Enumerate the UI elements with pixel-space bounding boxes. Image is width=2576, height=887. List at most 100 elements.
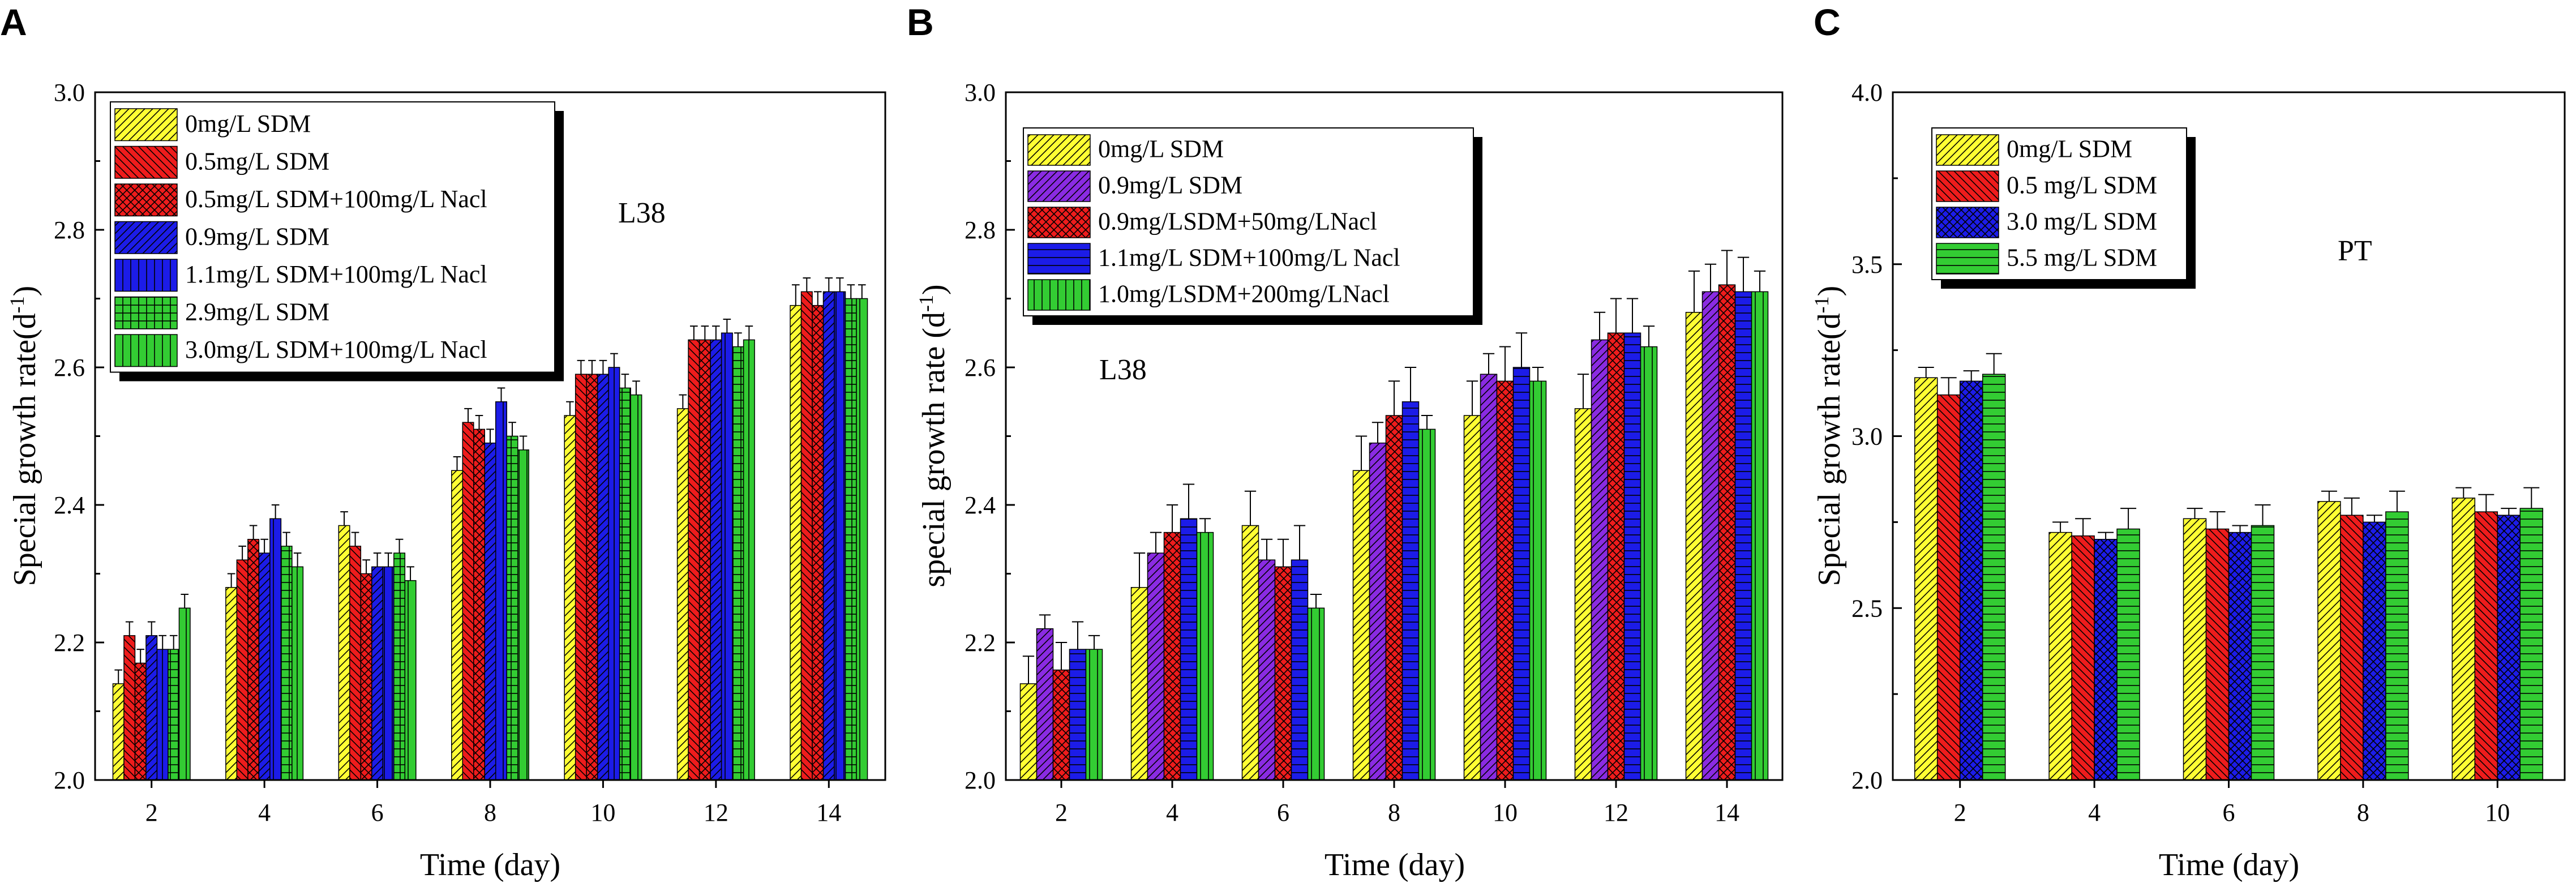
bar xyxy=(280,546,293,781)
panel-b-ylabel-text: special growth rate (d xyxy=(916,312,951,588)
panel-a-label: A xyxy=(0,1,27,43)
bar xyxy=(1751,291,1769,781)
legend-swatch xyxy=(114,145,178,179)
x-tick-label: 12 xyxy=(1604,799,1628,826)
bar xyxy=(1982,374,2006,781)
panel-b-ylabel-sup: -1 xyxy=(915,295,937,312)
panel-a-legend: 0mg/L SDM 0.5mg/L SDM 0.5mg/L SDM+100mg/L … xyxy=(110,101,564,382)
bar xyxy=(845,298,857,781)
bar xyxy=(2519,508,2544,781)
bar xyxy=(619,387,631,781)
legend-label: 3.0 mg/L SDM xyxy=(2007,208,2157,235)
bar xyxy=(2228,532,2252,781)
legend-label: 5.5 mg/L SDM xyxy=(2007,244,2157,272)
bar xyxy=(1512,367,1531,781)
bar xyxy=(1463,415,1481,781)
bar xyxy=(123,635,136,781)
bar xyxy=(1574,408,1592,781)
bar xyxy=(2363,521,2386,781)
x-tick-label: 10 xyxy=(590,799,615,826)
bar xyxy=(1914,377,1938,781)
x-tick-label: 8 xyxy=(2357,799,2369,826)
bar xyxy=(564,415,576,781)
legend-swatch xyxy=(114,259,178,292)
bar xyxy=(1496,380,1514,781)
bar xyxy=(236,559,248,781)
y-tick-label: 3.0 xyxy=(1851,423,1883,451)
bar xyxy=(1385,415,1403,781)
y-tick-label: 2.4 xyxy=(965,491,996,519)
bar xyxy=(800,291,813,781)
y-tick-label: 2.8 xyxy=(54,216,85,244)
bar xyxy=(1718,284,1736,781)
bar xyxy=(812,305,824,781)
panel-b-bars xyxy=(1019,250,1769,781)
bar xyxy=(1147,552,1165,781)
panel-a-ylabel-end: ) xyxy=(7,286,42,297)
bar xyxy=(834,291,846,781)
panel-a-annotation: L38 xyxy=(618,197,666,229)
bar xyxy=(178,607,191,781)
bar xyxy=(404,580,417,781)
bar xyxy=(1734,291,1752,781)
bar xyxy=(608,367,620,781)
x-tick-label: 2 xyxy=(1954,799,1966,826)
legend-swatch xyxy=(1027,243,1091,275)
panel-c-ylabel-end: ) xyxy=(1812,286,1847,297)
x-tick-label: 12 xyxy=(704,799,728,826)
legend-swatch xyxy=(114,221,178,254)
panel-c-bars xyxy=(1914,353,2544,781)
bar xyxy=(790,305,802,781)
legend-swatch xyxy=(114,183,178,217)
bar xyxy=(1640,346,1658,781)
panel-a-axes: 2 4 6 8 10 12 14 2.0 2.2 2.4 2.6 2.8 3.0 xyxy=(54,79,841,826)
bar xyxy=(2340,515,2364,781)
x-tick-label: 6 xyxy=(2223,799,2235,826)
panel-b-xlabel: Time (day) xyxy=(1325,847,1465,882)
legend-swatch xyxy=(1936,170,1999,202)
bar xyxy=(2071,535,2095,781)
legend-swatch xyxy=(1936,134,1999,166)
legend-swatch xyxy=(1027,134,1091,166)
legend-label: 0mg/L SDM xyxy=(185,110,311,138)
panel-c-xlabel: Time (day) xyxy=(2159,847,2299,882)
bar xyxy=(743,339,755,781)
legend-label: 0.9mg/L SDM xyxy=(185,223,329,251)
y-tick-label: 3.0 xyxy=(54,79,85,106)
legend-label: 0.9mg/L SDM xyxy=(1098,172,1242,199)
x-tick-label: 8 xyxy=(1388,799,1400,826)
y-tick-label: 2.6 xyxy=(965,354,996,382)
panel-b: B 2 4 6 8 10 12 14 2.0 2.2 2.4 2.6 2.8 3.0 0mg/L SDM… xyxy=(907,1,1784,882)
bar xyxy=(1418,428,1436,781)
legend-box xyxy=(1023,127,1474,316)
bar xyxy=(575,374,587,781)
panel-a: A 2 4 6 8 10 12 14 2.0 2.2 2.4 2.6 2.8 3.0 0mg/L SDM… xyxy=(0,1,886,882)
x-tick-label: 8 xyxy=(484,799,496,826)
bar xyxy=(698,339,711,781)
bar xyxy=(856,298,868,781)
x-tick-label: 14 xyxy=(1715,799,1739,826)
legend-label: 0mg/L SDM xyxy=(1098,135,1224,163)
bar xyxy=(134,662,147,781)
legend-label: 1.1mg/L SDM+100mg/L Nacl xyxy=(185,260,487,288)
bar xyxy=(168,649,180,781)
y-tick-label: 3.0 xyxy=(965,79,996,106)
legend-label: 0.9mg/LSDM+50mg/LNacl xyxy=(1098,208,1377,235)
bar xyxy=(1401,401,1420,781)
y-tick-label: 3.5 xyxy=(1851,251,1883,278)
bar xyxy=(338,525,350,781)
x-tick-label: 6 xyxy=(1277,799,1289,826)
panel-b-annotation: L38 xyxy=(1099,354,1147,386)
bar xyxy=(1480,374,1498,781)
legend-swatch xyxy=(1936,207,1999,238)
x-tick-label: 2 xyxy=(145,799,158,826)
bar xyxy=(1163,532,1181,781)
bar xyxy=(1529,380,1547,781)
bar xyxy=(1623,332,1641,781)
bar xyxy=(495,401,507,781)
bar xyxy=(1936,394,1961,781)
panel-c: C 2 4 6 8 10 2.0 2.5 3.0 3.5 4.0 0mg/L SDM 0.5 mg/… xyxy=(1810,1,2566,882)
legend-label: 1.1mg/L SDM+100mg/L Nacl xyxy=(1098,244,1400,272)
bar xyxy=(2385,511,2409,781)
